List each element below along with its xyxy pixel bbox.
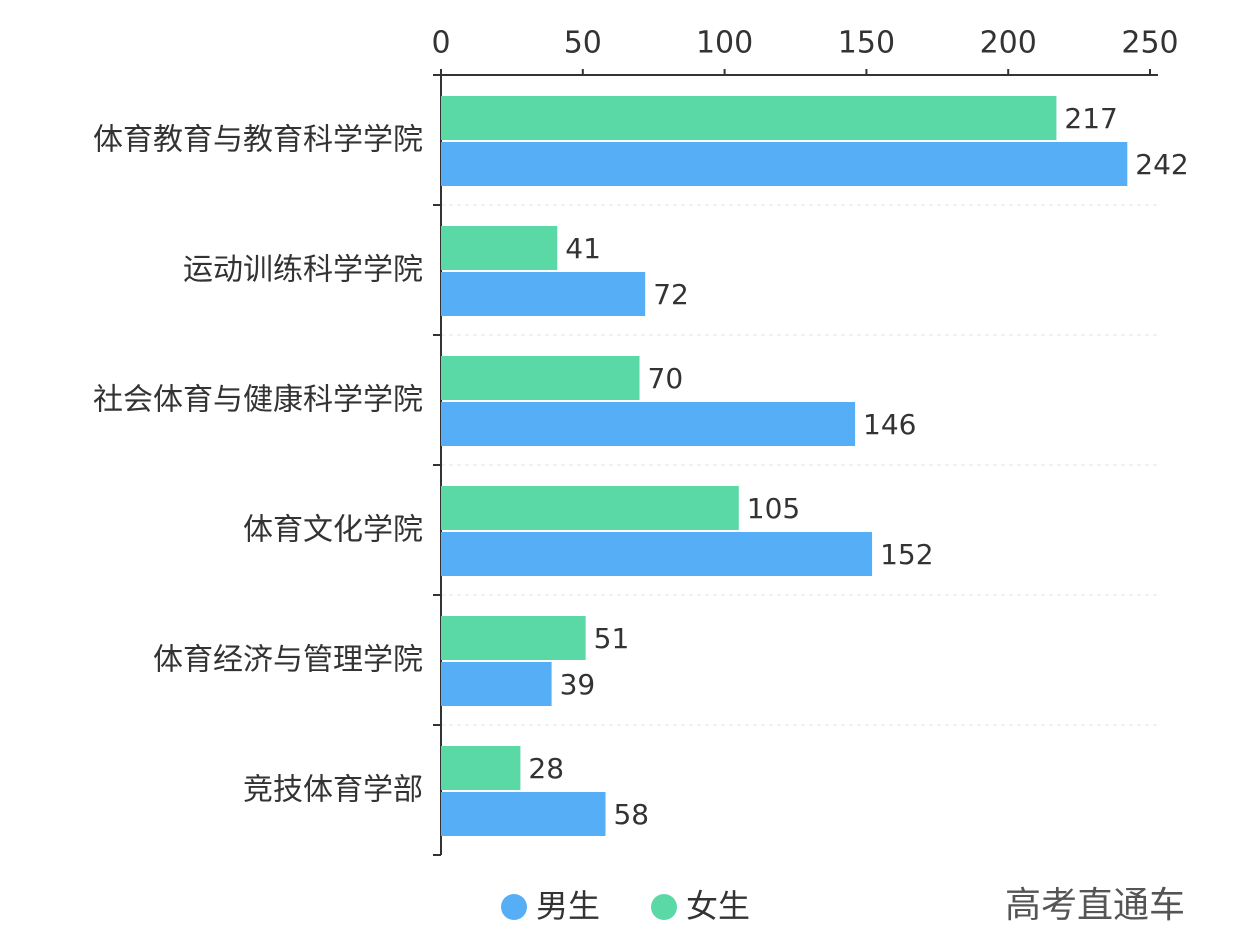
value-label: 152 xyxy=(880,538,933,571)
y-tick-label: 竞技体育学部 xyxy=(243,773,423,808)
bar xyxy=(441,356,640,400)
bar xyxy=(441,662,552,706)
y-tick-label: 运动训练科学学院 xyxy=(183,253,423,288)
value-label: 70 xyxy=(648,362,684,395)
value-label: 72 xyxy=(653,278,689,311)
legend-label: 男生 xyxy=(536,887,600,925)
bar xyxy=(441,402,856,446)
legend-marker xyxy=(501,894,527,920)
value-label: 242 xyxy=(1135,148,1188,181)
x-tick-label: 0 xyxy=(431,26,450,61)
bar xyxy=(441,746,521,790)
bar xyxy=(441,142,1128,186)
value-label: 58 xyxy=(613,798,649,831)
bar xyxy=(441,96,1057,140)
x-tick-label: 150 xyxy=(838,26,895,61)
bar xyxy=(441,792,606,836)
value-label: 41 xyxy=(565,232,601,265)
x-tick-label: 100 xyxy=(696,26,753,61)
y-tick-label: 体育经济与管理学院 xyxy=(153,643,423,678)
bar xyxy=(441,616,586,660)
legend-marker xyxy=(651,894,677,920)
value-label: 146 xyxy=(863,408,916,441)
watermark: 高考直通车 xyxy=(1005,885,1185,926)
value-label: 51 xyxy=(594,622,630,655)
bar xyxy=(441,532,873,576)
y-tick-label: 社会体育与健康科学学院 xyxy=(93,383,423,418)
x-tick-label: 50 xyxy=(564,26,602,61)
bar xyxy=(441,486,739,530)
y-tick-label: 体育教育与教育科学学院 xyxy=(93,123,423,158)
x-tick-label: 200 xyxy=(980,26,1037,61)
value-label: 105 xyxy=(747,492,800,525)
x-tick-label: 250 xyxy=(1121,26,1178,61)
value-label: 28 xyxy=(528,752,564,785)
value-label: 39 xyxy=(560,668,596,701)
y-tick-label: 体育文化学院 xyxy=(243,513,423,548)
bar xyxy=(441,226,558,270)
bar xyxy=(441,272,646,316)
legend-label: 女生 xyxy=(686,887,750,925)
value-label: 217 xyxy=(1064,102,1117,135)
